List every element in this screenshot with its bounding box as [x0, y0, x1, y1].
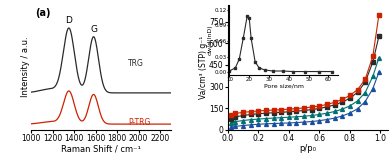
X-axis label: Raman Shift / cm⁻¹: Raman Shift / cm⁻¹ — [61, 144, 141, 153]
Text: D: D — [65, 16, 73, 25]
Text: (b): (b) — [229, 9, 245, 18]
Text: (a): (a) — [36, 9, 51, 18]
Text: G: G — [90, 25, 97, 34]
Y-axis label: Intensity / a.u.: Intensity / a.u. — [21, 37, 30, 97]
Text: P-TRG: P-TRG — [128, 118, 150, 127]
X-axis label: p/p₀: p/p₀ — [299, 144, 316, 153]
Text: TRG: TRG — [128, 59, 144, 68]
Y-axis label: Va/cm³ (STP) g⁻¹: Va/cm³ (STP) g⁻¹ — [199, 36, 207, 99]
